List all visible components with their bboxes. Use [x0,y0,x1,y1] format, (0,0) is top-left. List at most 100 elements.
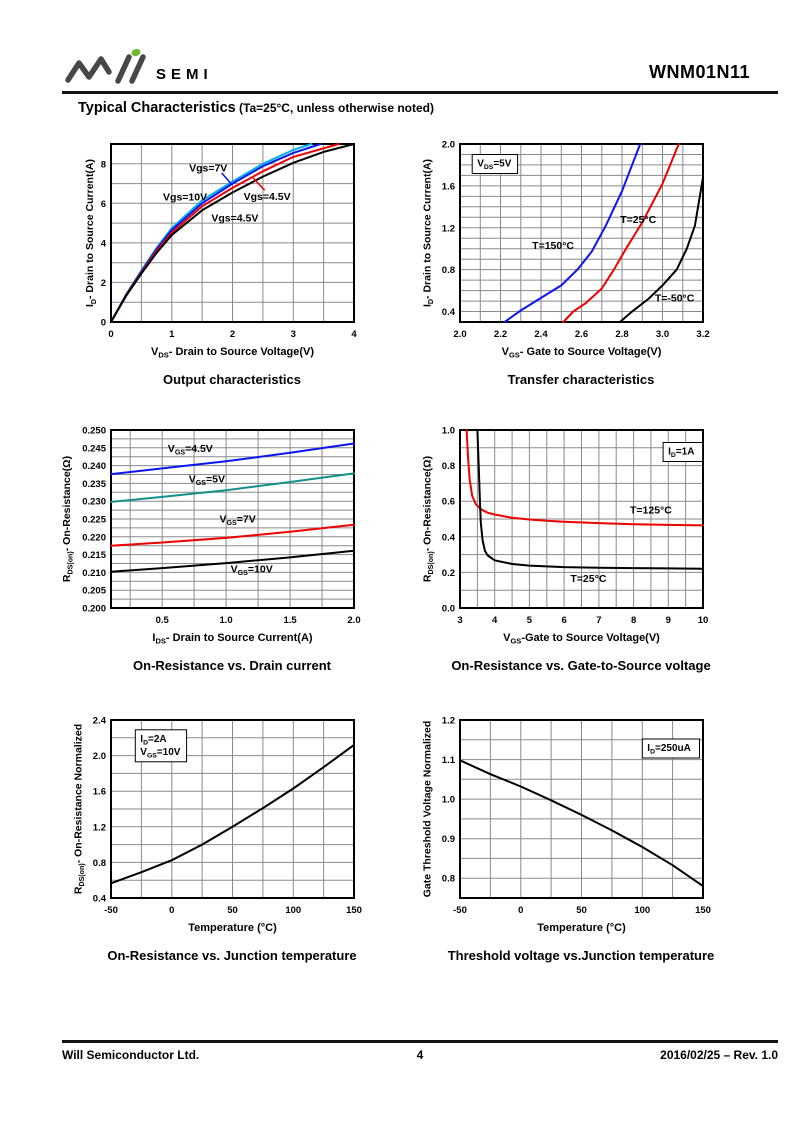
y-tick-label: 0.9 [442,834,455,845]
logo-semi-text: SEMI [156,66,213,83]
y-tick-label: 0.2 [442,568,455,579]
y-tick-label: 1.2 [442,716,455,727]
x-tick-label: -50 [104,905,118,916]
header-rule [62,91,778,94]
plot-frame [110,719,355,899]
curve-label: T=-50°C [655,292,695,304]
x-tick-label: -50 [453,905,467,916]
x-axis-label: Temperature (°C) [537,922,626,934]
x-tick-label: 7 [596,615,601,626]
y-tick-label: 0.245 [82,443,106,454]
y-tick-label: 0.6 [442,497,455,508]
x-tick-label: 3.0 [656,329,669,340]
chart-block-transfer-characteristics: 2.0 2.2 2.4 2.6 2.8 3.0 3.2 0.4 0.8 1.2 1.6 2.0 VGS-… [389,134,719,396]
curve-VGS=4.5V [110,442,355,476]
x-tick-label: 0 [169,905,174,916]
curve-T=150°C [503,143,642,323]
x-tick-label: 0.5 [156,615,170,626]
curve-label: Vgs=10V [163,192,207,204]
y-tick-label: 2.0 [442,140,455,151]
plot-frame [110,143,355,323]
logo-l-stroke [129,54,146,84]
x-tick-label: 3.2 [696,329,709,340]
x-tick-label: 0 [108,329,113,340]
curve-VGS=5V [110,472,355,503]
chart-caption: On-Resistance vs. Gate-to-Source voltage [451,658,711,673]
plot-frame [459,143,704,323]
y-tick-label: 0 [101,318,106,329]
section-heading: Typical Characteristics (Ta=25°C, unless… [78,99,434,117]
x-tick-label: 100 [634,905,650,916]
y-tick-label: 0.210 [82,568,106,579]
y-tick-label: 8 [101,159,106,170]
y-tick-label: 2.0 [93,751,106,762]
x-tick-label: 4 [492,615,498,626]
chart-caption: On-Resistance vs. Drain current [133,658,331,673]
chart-block-vth-vs-temperature: -50 0 50 100 150 0.8 0.9 1.0 1.1 1.2 Temperature (… [389,710,719,972]
y-tick-label: 0.220 [82,532,106,543]
curve-T=-50°C [619,176,704,323]
x-tick-label: 100 [285,905,301,916]
curve-VGS=7V [110,523,355,547]
y-tick-label: 2 [101,278,106,289]
chart-caption: Transfer characteristics [507,372,655,387]
curve-label: T=25°C [620,214,656,226]
chart-block-rdson-vs-vgs: 3 4 5 6 7 8 9 10 0.0 0.2 0.4 0.6 0.8 1.0 VGS-Gate to S… [389,420,719,682]
y-tick-label: 4 [101,238,107,249]
chart-caption: Threshold voltage vs.Junction temperatur… [447,948,715,963]
y-tick-label: 0.230 [82,497,106,508]
x-tick-label: 5 [527,615,533,626]
transfer-characteristics-plot: 2.0 2.2 2.4 2.6 2.8 3.0 3.2 0.4 0.8 1.2 1.6 2.0 VGS-… [422,140,710,360]
conditions-box [471,154,519,174]
curve-Vth normalized [459,759,704,888]
chart-block-rdson-vs-temperature: -50 0 50 100 150 0.4 0.8 1.2 1.6 2.0 2.4 Temperatur… [40,710,370,972]
curve-label: T=150°C [532,240,574,252]
section-title: Typical Characteristics [78,100,236,116]
x-axis-label: VDS- Drain to Source Voltage(V) [151,346,314,360]
curve-RDS(on) normalized [110,743,355,885]
y-tick-label: 0.225 [82,515,106,526]
chart-block-output-characteristics: 0 1 2 3 4 0 2 4 6 8 VDS- Drain to Source Voltage(V… [40,134,370,396]
y-tick-label: 1.0 [442,795,455,806]
x-tick-label: 2.4 [534,329,548,340]
footer-company: Will Semiconductor Ltd. [62,1048,200,1062]
x-axis-label: VGS- Gate to Source Voltage(V) [502,346,662,360]
y-tick-label: 0.205 [82,586,106,597]
part-number: WNM01N11 [648,62,750,82]
curve-label: T=125°C [630,505,672,517]
curve-label: VGS=10V [231,563,273,577]
y-tick-label: 0.8 [93,858,106,869]
x-tick-label: 2.8 [615,329,628,340]
conditions-text: VGS=10V [140,747,180,760]
y-tick-label: 6 [101,199,106,210]
conditions-text: VDS=5V [477,159,512,172]
y-tick-label: 0.8 [442,461,455,472]
x-tick-label: 9 [666,615,671,626]
conditions-box [662,442,704,462]
label-leader-line [252,177,266,191]
y-tick-label: 1.2 [93,822,106,833]
page-footer: Will Semiconductor Ltd. 4 2016/02/25 – R… [62,1040,778,1062]
chart-caption: On-Resistance vs. Junction temperature [107,948,357,963]
y-tick-label: 0.250 [82,426,106,437]
x-tick-label: 2.6 [575,329,588,340]
x-tick-label: 8 [631,615,636,626]
vth-vs-temperature-plot: -50 0 50 100 150 0.8 0.9 1.0 1.1 1.2 Temperature (… [422,716,711,935]
rdson-vs-drain-current-plot: 0.5 1.0 1.5 2.0 0.200 0.205 0.210 0.215 0.220 0.2… [61,426,361,646]
y-tick-label: 0.8 [442,874,455,885]
y-axis-label: Gate Threshold Voltage Normalized [422,721,434,898]
conditions-text: ID=2A [140,734,166,747]
will-logo-mark: SEMI [65,48,213,84]
x-tick-label: 2.2 [494,329,507,340]
chart-block-rdson-vs-drain-current: 0.5 1.0 1.5 2.0 0.200 0.205 0.210 0.215 0.220 0.2… [40,420,370,682]
will-semi-logo: SEMI [60,48,240,99]
rdson-vs-vgs-plot: 3 4 5 6 7 8 9 10 0.0 0.2 0.4 0.6 0.8 1.0 VGS-Gate to S… [422,426,709,646]
x-tick-label: 3 [457,615,462,626]
x-tick-label: 50 [576,905,587,916]
x-tick-label: 50 [227,905,238,916]
footer-page-number: 4 [416,1048,424,1062]
curve-label: VGS=7V [219,514,255,528]
footer-revision: 2016/02/25 – Rev. 1.0 [660,1048,779,1062]
x-tick-label: 150 [695,905,711,916]
x-tick-label: 2 [230,329,235,340]
